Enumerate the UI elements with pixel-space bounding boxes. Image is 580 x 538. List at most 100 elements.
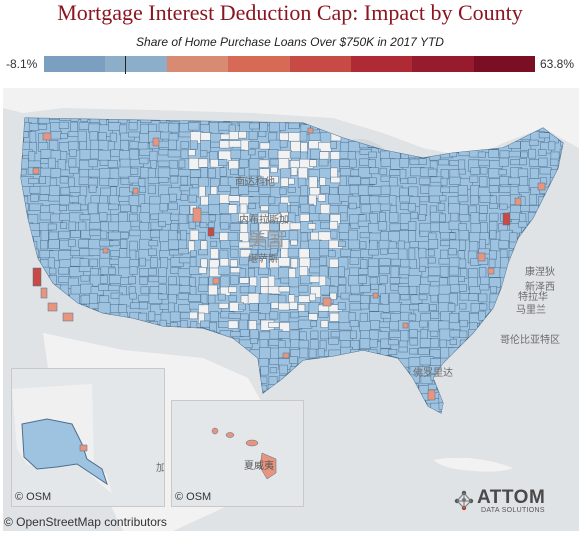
county[interactable] xyxy=(509,375,518,383)
county[interactable] xyxy=(477,393,490,401)
county[interactable] xyxy=(159,115,167,124)
county[interactable] xyxy=(189,229,199,241)
county[interactable] xyxy=(348,202,357,210)
county[interactable] xyxy=(309,248,322,258)
county[interactable] xyxy=(320,185,330,194)
county[interactable] xyxy=(399,411,414,421)
county[interactable] xyxy=(198,249,208,256)
county[interactable] xyxy=(280,177,289,187)
county[interactable] xyxy=(40,240,49,250)
county[interactable] xyxy=(268,196,276,205)
county[interactable] xyxy=(248,148,256,156)
county[interactable] xyxy=(68,166,79,174)
county[interactable] xyxy=(78,141,87,151)
county[interactable] xyxy=(149,113,157,121)
county[interactable] xyxy=(368,249,379,256)
county[interactable] xyxy=(298,295,311,303)
county[interactable] xyxy=(169,175,179,184)
county[interactable] xyxy=(318,403,326,411)
county[interactable] xyxy=(278,257,291,267)
county[interactable] xyxy=(490,349,499,357)
county[interactable] xyxy=(387,365,398,372)
county[interactable] xyxy=(448,322,461,331)
county[interactable] xyxy=(29,349,39,361)
county[interactable] xyxy=(430,330,439,337)
county[interactable] xyxy=(219,167,227,177)
county[interactable] xyxy=(488,357,502,368)
county[interactable] xyxy=(269,122,281,133)
county[interactable] xyxy=(379,367,391,377)
county[interactable] xyxy=(200,320,211,328)
county[interactable] xyxy=(358,268,369,275)
county[interactable] xyxy=(459,293,470,301)
county[interactable] xyxy=(167,149,182,158)
county[interactable] xyxy=(310,330,319,339)
county[interactable] xyxy=(148,311,156,322)
county[interactable] xyxy=(459,392,474,402)
county[interactable] xyxy=(138,312,148,326)
county[interactable] xyxy=(289,151,301,159)
county[interactable] xyxy=(320,320,329,328)
county[interactable] xyxy=(257,178,267,186)
county[interactable] xyxy=(489,411,500,420)
county[interactable] xyxy=(427,383,437,391)
county[interactable] xyxy=(430,338,440,348)
county[interactable] xyxy=(290,258,298,269)
color-legend[interactable] xyxy=(44,56,535,72)
county-high-share[interactable] xyxy=(514,197,522,206)
osm-attribution[interactable]: © OpenStreetMap contributors xyxy=(4,515,167,529)
county[interactable] xyxy=(317,194,326,202)
county[interactable] xyxy=(208,284,218,296)
county[interactable] xyxy=(249,122,260,130)
county[interactable] xyxy=(560,376,570,385)
county[interactable] xyxy=(438,411,450,422)
county[interactable] xyxy=(447,303,456,312)
county[interactable] xyxy=(59,176,69,184)
county[interactable] xyxy=(340,357,350,367)
county[interactable] xyxy=(438,320,450,331)
county[interactable] xyxy=(309,365,320,378)
county[interactable] xyxy=(87,320,100,331)
county[interactable] xyxy=(100,230,108,240)
county[interactable] xyxy=(130,205,138,214)
county[interactable] xyxy=(380,248,388,255)
county[interactable] xyxy=(99,212,108,222)
county[interactable] xyxy=(358,393,367,403)
county[interactable] xyxy=(129,266,138,275)
county[interactable] xyxy=(239,277,250,284)
county[interactable] xyxy=(188,221,196,230)
county-high-share[interactable] xyxy=(477,252,486,262)
county[interactable] xyxy=(389,204,397,214)
county[interactable] xyxy=(80,294,90,305)
county[interactable] xyxy=(348,229,358,241)
county[interactable] xyxy=(469,382,481,395)
county[interactable] xyxy=(499,312,512,320)
county[interactable] xyxy=(207,168,216,179)
county[interactable] xyxy=(68,203,82,211)
county[interactable] xyxy=(157,160,171,167)
county[interactable] xyxy=(159,330,169,342)
county[interactable] xyxy=(18,114,29,123)
county[interactable] xyxy=(190,250,197,257)
county[interactable] xyxy=(120,204,131,212)
county[interactable] xyxy=(338,266,345,277)
county[interactable] xyxy=(318,158,329,167)
county[interactable] xyxy=(47,157,56,169)
county[interactable] xyxy=(538,222,547,234)
county[interactable] xyxy=(559,203,569,215)
county[interactable] xyxy=(298,339,309,349)
county[interactable] xyxy=(270,248,278,256)
county[interactable] xyxy=(417,347,430,355)
county[interactable] xyxy=(559,385,572,397)
county-high-share[interactable] xyxy=(307,127,314,134)
county[interactable] xyxy=(329,121,337,130)
county[interactable] xyxy=(487,366,502,378)
county[interactable] xyxy=(408,230,417,243)
county[interactable] xyxy=(549,412,558,420)
county[interactable] xyxy=(419,204,428,216)
county[interactable] xyxy=(258,313,266,320)
county[interactable] xyxy=(360,195,371,205)
county[interactable] xyxy=(50,168,62,178)
county[interactable] xyxy=(98,149,111,161)
county[interactable] xyxy=(478,329,486,336)
